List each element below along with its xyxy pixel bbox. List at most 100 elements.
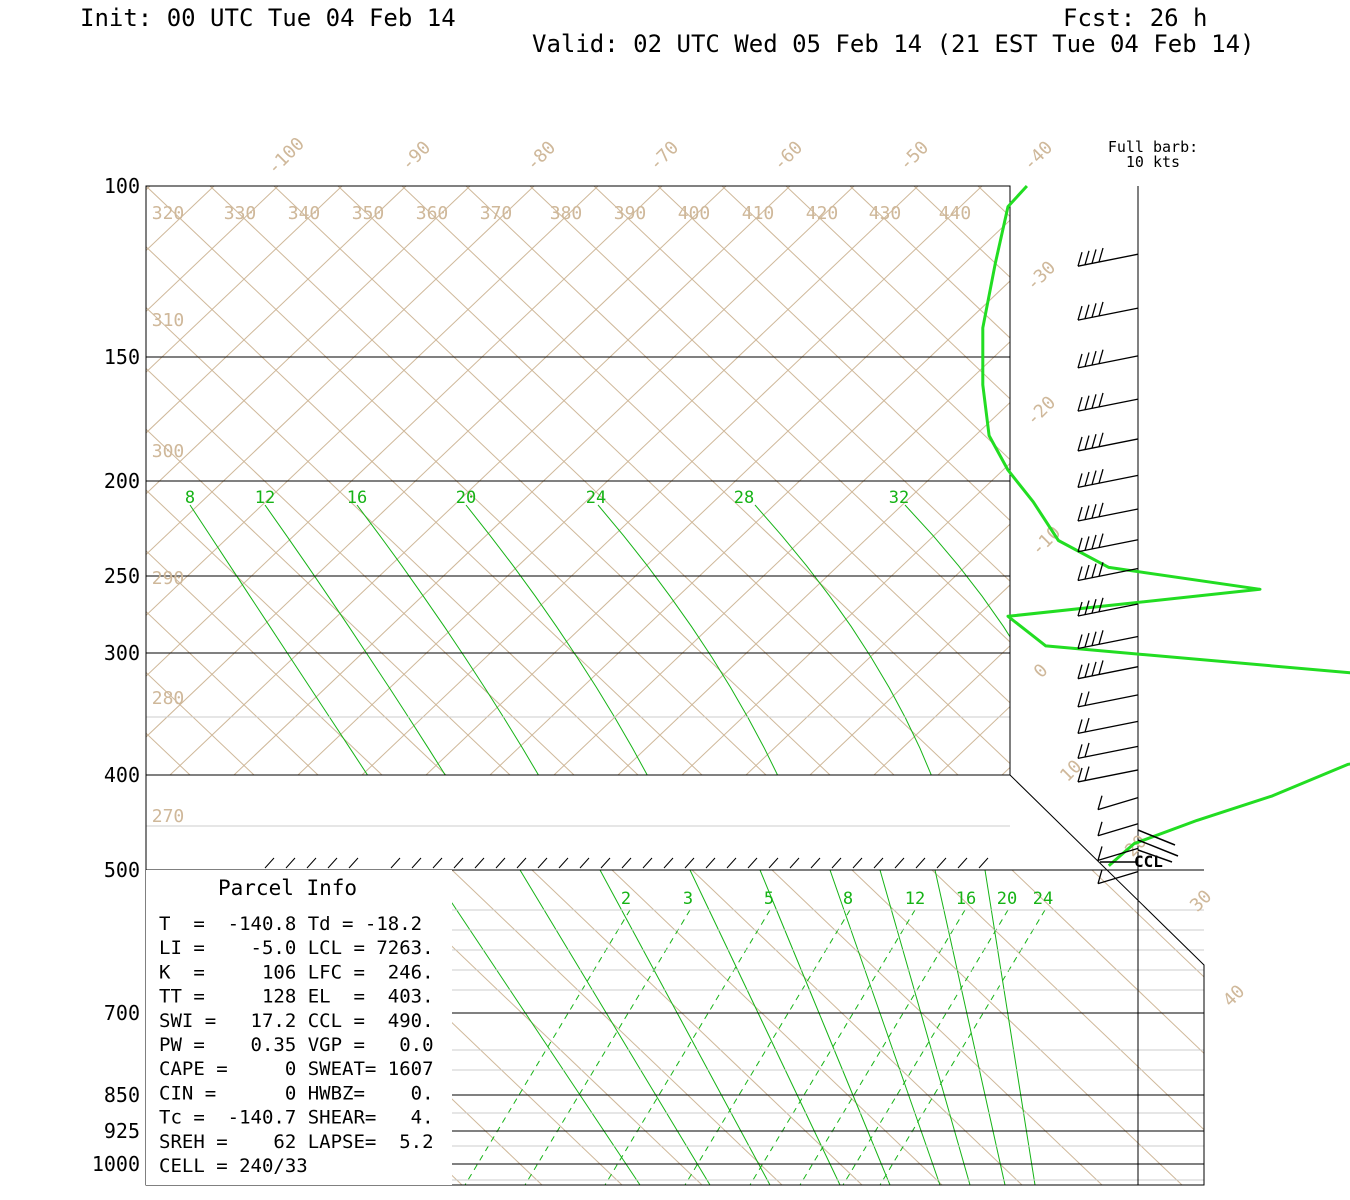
adiabat-line — [931, 869, 1204, 1185]
wind-barb — [1077, 597, 1139, 617]
adiabat-line — [146, 610, 319, 775]
hatch-mark — [810, 857, 821, 869]
wind-barb — [1077, 562, 1139, 582]
hatch-mark — [978, 857, 989, 869]
mixing-ratio-curve — [754, 504, 932, 775]
barb-feather — [1091, 303, 1097, 318]
isotherm-line — [873, 645, 1010, 775]
barb-feather — [1077, 473, 1083, 488]
adiabat-line — [785, 186, 1010, 400]
upper-frame — [145, 185, 1011, 776]
parcel-row: SWI = 17.2 CCL = 490. — [159, 1010, 434, 1032]
parcel-info-title: Parcel Info — [218, 876, 357, 900]
barb-feather — [1097, 821, 1103, 836]
barb-feather — [1084, 505, 1090, 520]
hatch-mark — [915, 857, 926, 869]
ccl-label: CCL — [1134, 852, 1163, 871]
barb-feather — [1077, 634, 1083, 649]
mixing-ratio-label: 12 — [255, 488, 275, 508]
mixing-ratio-curve — [934, 870, 1006, 1185]
barb-feather — [1077, 566, 1083, 581]
parcel-row: TT = 128 EL = 403. — [159, 986, 434, 1008]
adiabat-line — [851, 869, 1183, 1185]
mixing-ratio-curve — [984, 870, 1036, 1185]
hatch-mark — [663, 857, 674, 869]
hatch-mark — [873, 857, 884, 869]
wind-barb — [1077, 247, 1139, 267]
barb-feather — [1077, 601, 1083, 617]
barb-feather — [1084, 632, 1090, 648]
hatch-mark — [642, 857, 653, 869]
barb-feather — [1098, 469, 1104, 484]
barb-feather — [1077, 664, 1083, 679]
isotherm-label: -80 — [522, 137, 560, 175]
hatch-mark — [621, 857, 632, 869]
adiabat-line — [1252, 870, 1350, 1185]
barb-shaft — [1077, 398, 1139, 412]
adiabat-line — [611, 869, 943, 1185]
barb-feather — [1084, 304, 1090, 319]
mixing-ratio-label: 5 — [764, 889, 774, 909]
pressure-tick-label: 200 — [104, 469, 140, 493]
adiabat-line — [721, 186, 1010, 461]
theta-label: 280 — [152, 688, 185, 709]
pressure-tick-label: 250 — [104, 564, 140, 588]
barb-feather — [1077, 537, 1083, 552]
barb-feather — [1077, 353, 1083, 369]
barb-feather — [1077, 719, 1083, 734]
barb-feather — [1091, 350, 1097, 366]
hatch-mark — [411, 857, 422, 869]
pressure-tick-label: 1000 — [92, 1152, 140, 1176]
hatch-mark — [348, 857, 359, 869]
hatch-mark — [957, 857, 968, 869]
wind-barb — [1077, 766, 1139, 783]
barb-feather — [1097, 869, 1103, 884]
parcel-row: CAPE = 0 SWEAT= 1607 — [159, 1058, 434, 1080]
adiabat-line — [452, 869, 623, 1185]
barb-feather — [1084, 691, 1090, 706]
saturation-line — [879, 909, 1046, 1185]
hatch-mark — [516, 857, 527, 869]
barb-feather — [1091, 394, 1097, 409]
saturation-line — [799, 909, 966, 1185]
isotherm-label: -40 — [1019, 137, 1057, 175]
hatch-mark — [936, 857, 947, 869]
barb-feather — [1091, 249, 1097, 264]
barb-feather — [1091, 504, 1097, 519]
isotherm-line — [1322, 186, 1350, 775]
mixing-ratio-label: 16 — [956, 889, 976, 909]
barb-feather — [1077, 252, 1083, 267]
isotherm-label: 30 — [1186, 886, 1216, 916]
barb-feather — [1077, 692, 1083, 708]
barb-shaft — [1077, 769, 1139, 783]
wind-barb — [1097, 795, 1139, 811]
theta-label: 390 — [614, 203, 647, 224]
temperature-profile — [981, 184, 1350, 867]
hatch-mark — [264, 857, 275, 869]
isotherm-line — [1194, 186, 1350, 775]
wind-barb — [1077, 691, 1139, 708]
init-time: Init: 00 UTC Tue 04 Feb 14 — [80, 4, 456, 32]
barb-feather — [1091, 470, 1097, 485]
hatch-mark — [705, 857, 716, 869]
barb-feather — [1098, 247, 1104, 263]
parcel-row: CELL = 240/33 — [159, 1155, 308, 1177]
hatch-mark — [600, 857, 611, 869]
mixing-ratio-lines — [189, 504, 1046, 1185]
barb-feather — [1098, 630, 1104, 645]
wind-barb — [1097, 869, 1139, 885]
mixing-ratio-label: 16 — [347, 488, 367, 508]
pressure-tick-label: 100 — [104, 174, 140, 198]
adiabat-line — [849, 186, 1010, 339]
isotherm-line — [146, 186, 343, 373]
hatch-mark — [726, 857, 737, 869]
barb-shaft — [1077, 694, 1139, 708]
theta-label: 290 — [152, 568, 185, 589]
barb-shaft — [1077, 539, 1139, 553]
isotherm-label: -70 — [645, 137, 683, 175]
adiabat-line — [146, 550, 383, 775]
theta-label: 410 — [742, 203, 775, 224]
hatch-mark — [558, 857, 569, 869]
isotherm-line — [146, 186, 407, 434]
